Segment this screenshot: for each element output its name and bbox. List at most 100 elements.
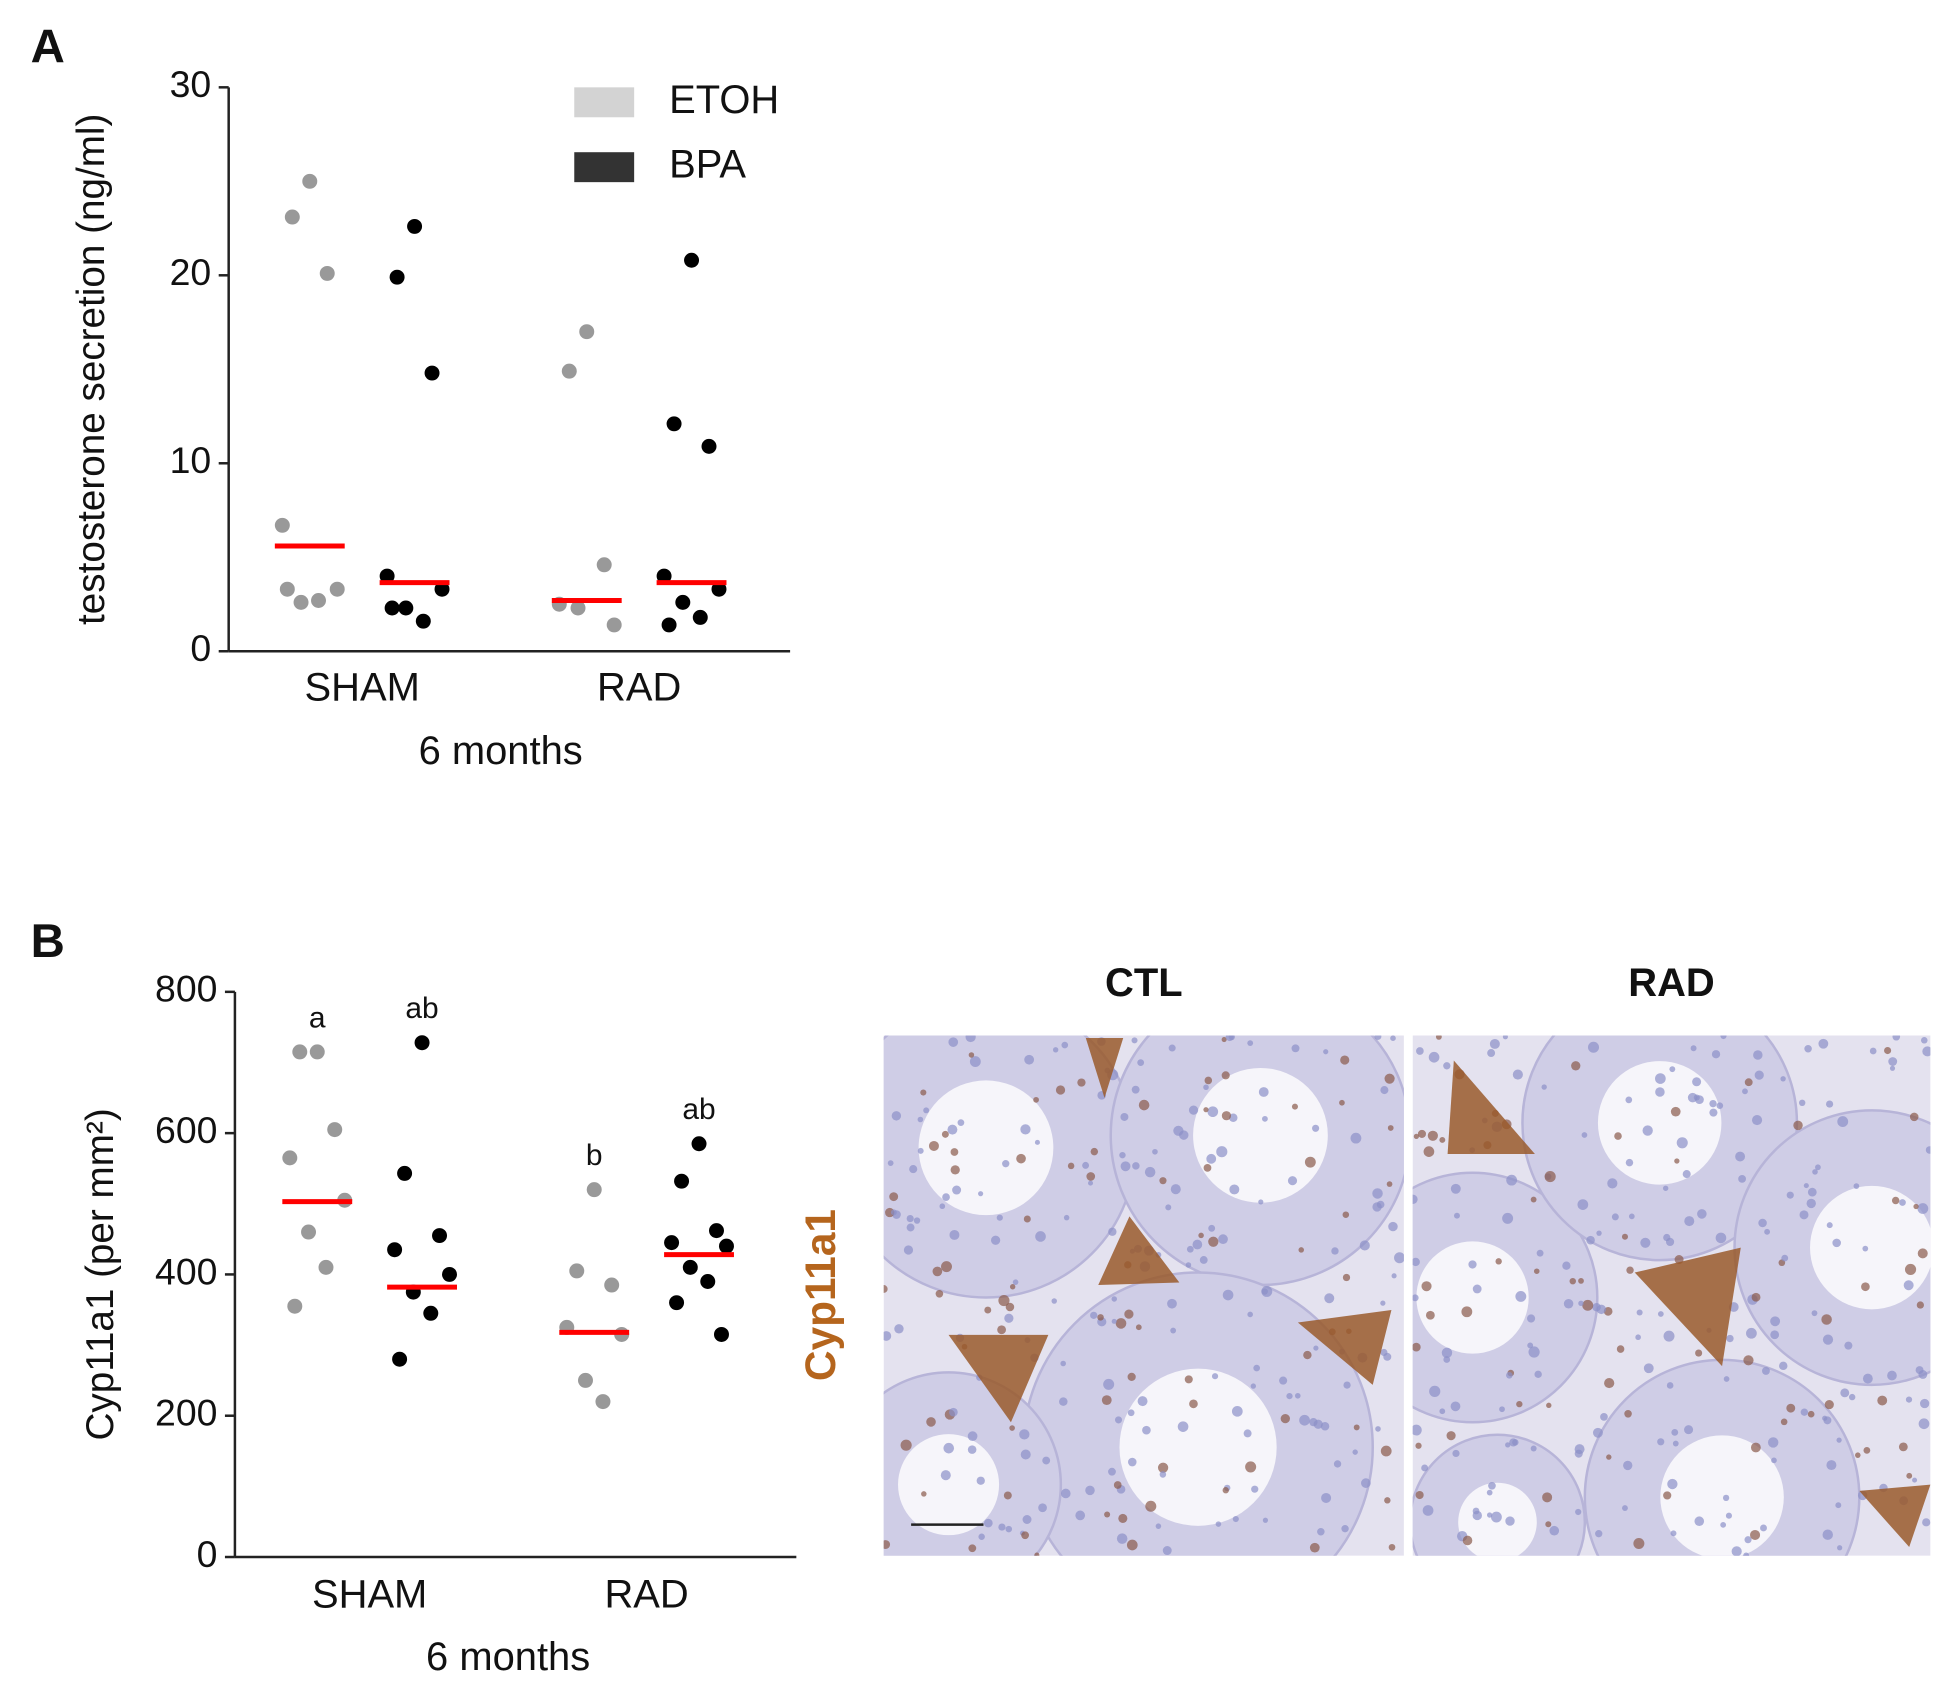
data-point: [329, 581, 345, 597]
nucleus: [1452, 1449, 1460, 1458]
nucleus: [935, 1289, 944, 1298]
nucleus: [1625, 1158, 1634, 1167]
nucleus: [1412, 1424, 1422, 1436]
nucleus: [1386, 1181, 1393, 1187]
data-point: [282, 1150, 298, 1166]
nucleus: [1542, 1492, 1553, 1503]
nucleus: [883, 1285, 888, 1293]
nucleus: [1770, 1330, 1780, 1340]
nucleus: [1663, 1491, 1672, 1500]
nucleus: [1515, 1290, 1527, 1302]
nucleus: [1807, 1187, 1817, 1197]
nucleus: [1891, 1196, 1900, 1205]
nucleus: [1221, 1111, 1232, 1121]
nucleus: [1903, 1280, 1914, 1291]
y-tick-label: 20: [170, 251, 212, 293]
nucleus: [1021, 1531, 1029, 1540]
nucleus: [1063, 1214, 1070, 1221]
nucleus: [1486, 1512, 1493, 1518]
nucleus: [1120, 1161, 1131, 1172]
legend-swatch: [574, 152, 635, 183]
nucleus: [1674, 1158, 1680, 1164]
nucleus: [1294, 1392, 1301, 1399]
nucleus: [1812, 1169, 1818, 1175]
nucleus: [1185, 1262, 1192, 1268]
nucleus: [1669, 1066, 1676, 1073]
nucleus: [1563, 1299, 1574, 1309]
data-point: [586, 1182, 602, 1198]
nucleus: [1061, 1041, 1069, 1049]
nucleus: [887, 1160, 894, 1167]
nucleus: [1758, 1218, 1767, 1228]
nucleus: [968, 1544, 977, 1553]
nucleus: [1287, 1176, 1298, 1186]
nucleus: [932, 1266, 943, 1277]
nucleus: [1844, 1341, 1853, 1350]
nucleus: [1709, 1108, 1718, 1117]
nucleus: [1207, 1106, 1219, 1118]
nucleus: [1012, 1279, 1019, 1285]
nucleus: [1422, 1505, 1434, 1516]
micrograph-label: CTL: [1105, 961, 1183, 1005]
data-point: [661, 617, 677, 633]
micrograph: [1412, 1035, 1931, 1556]
nucleus: [1622, 1505, 1628, 1512]
nucleus: [1090, 1147, 1099, 1156]
nucleus: [1807, 1410, 1815, 1418]
nucleus: [1222, 1289, 1234, 1301]
nucleus: [1412, 1294, 1419, 1302]
data-point: [389, 269, 405, 285]
nucleus: [1323, 1049, 1329, 1055]
significance-letter: ab: [682, 1093, 715, 1126]
nucleus: [1427, 1130, 1438, 1141]
nucleus: [1443, 1356, 1451, 1363]
nucleus: [1735, 1151, 1746, 1162]
nucleus: [1313, 1419, 1323, 1429]
y-tick-label: 600: [155, 1109, 217, 1151]
nucleus: [1343, 1381, 1351, 1389]
nucleus: [1574, 1444, 1585, 1455]
data-point: [604, 1277, 620, 1293]
nucleus: [1157, 1462, 1169, 1473]
nucleus: [1495, 1258, 1502, 1265]
nucleus: [1131, 1037, 1138, 1044]
nucleus: [1380, 1445, 1392, 1457]
nucleus: [1690, 1045, 1697, 1052]
nucleus: [1341, 1525, 1349, 1533]
nucleus: [1506, 1372, 1513, 1379]
nucleus: [1446, 1431, 1456, 1441]
nucleus: [1596, 1304, 1607, 1315]
nucleus: [941, 1261, 952, 1273]
nucleus: [1770, 1316, 1781, 1327]
nucleus: [1439, 1136, 1446, 1143]
nucleus: [1412, 1194, 1418, 1204]
nucleus: [1836, 1437, 1842, 1443]
nucleus: [1655, 1073, 1666, 1084]
nucleus: [1832, 1238, 1841, 1248]
nucleus: [1132, 1162, 1140, 1170]
leydig-cells: [1085, 1038, 1124, 1098]
nucleus: [1250, 1383, 1256, 1389]
nucleus: [1104, 1511, 1111, 1518]
nucleus: [1126, 1539, 1138, 1551]
nucleus: [949, 1229, 960, 1240]
nucleus: [1640, 1237, 1651, 1248]
data-point: [279, 581, 295, 597]
nucleus: [1055, 1085, 1066, 1095]
nucleus: [948, 1037, 959, 1047]
y-tick-label: 30: [170, 63, 212, 105]
nucleus: [1915, 1366, 1924, 1375]
nucleus: [1108, 1227, 1117, 1236]
nucleus: [1024, 1054, 1035, 1065]
nucleus: [950, 1165, 960, 1175]
nucleus: [1051, 1298, 1057, 1304]
nucleus: [1115, 1318, 1127, 1329]
nucleus: [1020, 1449, 1031, 1460]
nucleus: [1711, 1050, 1721, 1059]
nucleus: [1516, 1400, 1523, 1408]
nucleus: [1636, 1309, 1643, 1316]
x-tick-label: RAD: [597, 665, 681, 709]
nucleus: [883, 1331, 892, 1341]
